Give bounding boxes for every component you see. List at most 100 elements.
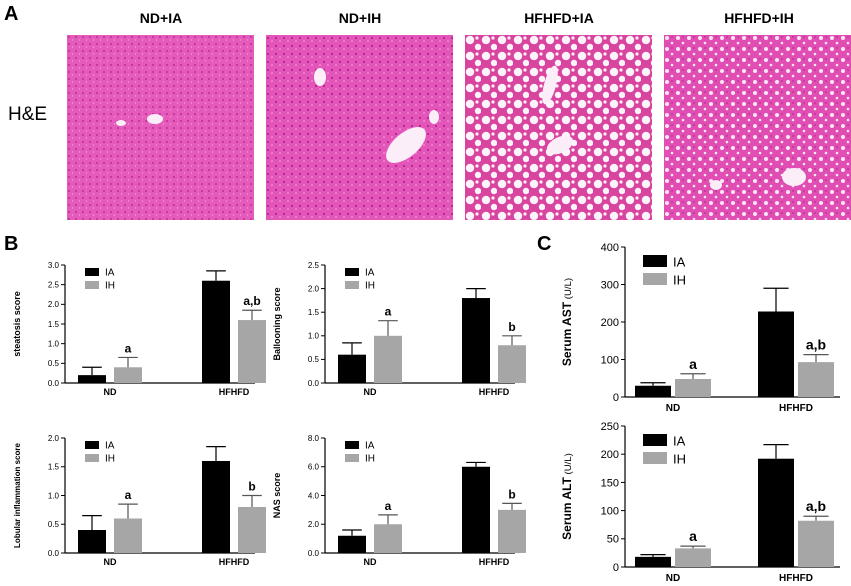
bar-ih-nd xyxy=(374,524,402,553)
bar-ia-hfhfd xyxy=(758,458,794,567)
significance-label: a,b xyxy=(806,337,826,353)
y-axis-unit: (U/L) xyxy=(563,278,574,302)
histology-title-hfhfd-ih: HFHFD+IH xyxy=(724,10,794,26)
y-tick-label: 1.5 xyxy=(48,463,60,472)
y-tick-label: 1.5 xyxy=(48,320,60,329)
legend-label-ia: IA xyxy=(365,268,375,279)
bar-ia-hfhfd xyxy=(758,311,794,397)
histology-title-nd-ih: ND+IH xyxy=(338,10,382,26)
y-axis-label: Lobular inflammation score xyxy=(13,442,22,547)
bar-ia-nd xyxy=(78,530,106,553)
bar-ih-nd xyxy=(114,518,142,553)
bar-ia-hfhfd xyxy=(462,466,490,553)
y-tick-label: 0.5 xyxy=(308,355,320,364)
bar-ih-hfhfd xyxy=(238,507,266,553)
legend-label-ih: IH xyxy=(105,281,115,292)
significance-label: a xyxy=(385,499,392,513)
y-tick-label: 200 xyxy=(601,317,619,329)
bar-ih-nd xyxy=(675,548,711,567)
legend-swatch-ia xyxy=(345,268,359,276)
legend-swatch-ia xyxy=(643,255,667,267)
y-tick-label: 4.0 xyxy=(308,491,320,500)
x-tick-label-hfhfd: HFHFD xyxy=(479,387,510,397)
histology-title-hfhfd-ia: HFHFD+IA xyxy=(524,10,594,26)
y-axis-label: Serum AST (U/L) xyxy=(560,278,574,366)
y-tick-label: 2.0 xyxy=(48,434,60,443)
steatosis-score-chart: 0.0 0.5 1.0 1.5 2.0 2.5 3.0 steatosis score a ND a… xyxy=(12,261,266,397)
ballooning-score-chart: 0.0 0.5 1.0 1.5 2.0 2.5 Ballooning score a ND b HF… xyxy=(272,261,526,397)
x-tick-label-hfhfd: HFHFD xyxy=(779,403,813,414)
panel-c-letter: C xyxy=(537,233,552,255)
legend-swatch-ia xyxy=(85,268,99,276)
y-tick-label: 100 xyxy=(601,505,619,517)
y-tick-label: 200 xyxy=(601,449,619,461)
y-axis-label: Ballooning score xyxy=(272,287,282,360)
bar-ih-hfhfd xyxy=(238,320,266,383)
y-tick-label: 400 xyxy=(601,242,619,254)
legend-label-ia: IA xyxy=(105,268,115,279)
histology-title-nd-ia: ND+IA xyxy=(139,10,183,26)
significance-label: a xyxy=(689,528,697,544)
x-tick-label-nd: ND xyxy=(104,557,117,567)
bar-ih-nd xyxy=(675,379,711,397)
micrograph-nd-ih xyxy=(266,35,453,220)
y-tick-label: 2.5 xyxy=(48,280,60,289)
y-tick-label: 0.0 xyxy=(48,379,60,388)
bar-ih-hfhfd xyxy=(498,345,526,383)
y-tick-label: 2.0 xyxy=(308,284,320,293)
legend-label-ih: IH xyxy=(673,273,686,288)
y-tick-label: 150 xyxy=(601,477,619,489)
bar-ih-hfhfd xyxy=(798,362,834,397)
x-tick-label-hfhfd: HFHFD xyxy=(779,573,813,584)
y-tick-label: 50 xyxy=(607,534,619,546)
legend-swatch-ih xyxy=(643,273,667,285)
y-tick-label: 100 xyxy=(601,354,619,366)
legend-label-ia: IA xyxy=(673,255,686,270)
legend-swatch-ih xyxy=(643,452,667,464)
significance-label: a,b xyxy=(243,294,260,308)
y-tick-label: 0.0 xyxy=(308,549,320,558)
y-tick-label: 0.5 xyxy=(48,520,60,529)
legend-label-ih: IH xyxy=(365,454,375,465)
y-tick-label: 0 xyxy=(613,392,619,404)
micrograph-hfhfd-ih xyxy=(664,35,851,220)
panel-b-letter: B xyxy=(4,233,19,255)
y-tick-label: 2.5 xyxy=(308,261,320,270)
y-tick-label: 3.0 xyxy=(48,261,60,270)
y-axis-label: NAS score xyxy=(272,473,282,519)
bar-ia-hfhfd xyxy=(462,298,490,383)
legend-swatch-ih xyxy=(345,281,359,289)
lobular-inflammation-score-chart: 0.0 0.5 1.0 1.5 2.0 Lobular inflammation scor… xyxy=(13,434,266,567)
bar-ia-hfhfd xyxy=(202,280,230,383)
bar-ia-nd xyxy=(338,354,366,383)
bar-ia-nd xyxy=(635,385,671,397)
x-tick-label-nd: ND xyxy=(666,403,680,414)
significance-label: b xyxy=(508,487,515,501)
y-axis-label: Serum ALT (U/L) xyxy=(560,453,574,540)
significance-label: a xyxy=(125,488,132,502)
legend-swatch-ih xyxy=(85,281,99,289)
bar-ia-nd xyxy=(635,556,671,567)
x-tick-label-hfhfd: HFHFD xyxy=(479,557,510,567)
bar-ih-nd xyxy=(114,367,142,383)
y-tick-label: 0.5 xyxy=(48,359,60,368)
bar-ih-hfhfd xyxy=(798,520,834,567)
y-axis-unit: (U/L) xyxy=(563,453,574,477)
legend-label-ia: IA xyxy=(365,441,375,452)
bar-ia-hfhfd xyxy=(202,461,230,553)
significance-label: a xyxy=(385,305,392,319)
y-tick-label: 0.0 xyxy=(308,379,320,388)
y-tick-label: 8.0 xyxy=(308,434,320,443)
bar-ih-nd xyxy=(374,335,402,383)
stain-label: H&E xyxy=(8,104,48,125)
y-tick-label: 250 xyxy=(601,421,619,433)
significance-label: b xyxy=(248,480,255,494)
x-tick-label-nd: ND xyxy=(104,387,117,397)
panel-a-letter: A xyxy=(4,3,19,25)
legend-label-ih: IH xyxy=(365,281,375,292)
y-tick-label: 1.0 xyxy=(48,491,60,500)
significance-label: b xyxy=(508,320,515,334)
significance-label: a xyxy=(125,341,132,355)
x-tick-label-hfhfd: HFHFD xyxy=(219,387,250,397)
significance-label: a xyxy=(689,356,697,372)
